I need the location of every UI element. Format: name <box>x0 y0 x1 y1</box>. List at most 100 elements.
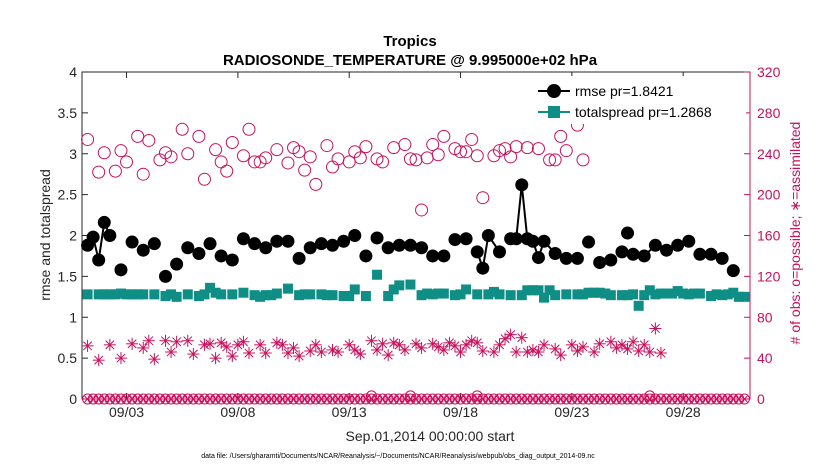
obs-possible-point <box>236 149 250 163</box>
totalspread-point <box>472 289 483 300</box>
obs-assimilated-point <box>437 343 450 356</box>
rmse-point <box>192 246 206 260</box>
obs-assimilated-point <box>181 334 194 347</box>
y-tick-label: 1.5 <box>58 268 78 284</box>
obs-assimilated-point <box>137 341 150 354</box>
chart-title: Tropics <box>383 33 436 50</box>
totalspread-point <box>294 290 305 301</box>
x-tick-label: 09/28 <box>666 404 701 420</box>
asterisk-stroke <box>384 395 392 403</box>
totalspread-point <box>527 285 538 296</box>
asterisk-stroke <box>439 345 449 355</box>
asterisk-stroke <box>189 395 197 403</box>
obs-possible-point <box>459 145 473 159</box>
asterisk-stroke <box>144 336 154 346</box>
obs-assimilated-point <box>510 345 523 358</box>
totalspread-point <box>578 289 588 300</box>
y-right-tick-label: 320 <box>757 64 781 80</box>
obs-assimilated-point <box>593 337 606 350</box>
asterisk-stroke <box>411 339 421 349</box>
asterisk-stroke <box>446 395 453 403</box>
asterisk-stroke <box>674 395 681 403</box>
rmse-point <box>348 229 362 242</box>
asterisk-stroke <box>535 395 542 403</box>
y-right-tick-label: 280 <box>757 105 781 121</box>
asterisk-stroke <box>329 395 336 403</box>
totalspread-point <box>422 288 433 299</box>
obs-possible-point <box>509 140 523 154</box>
obs-assimilated-point <box>487 345 500 358</box>
asterisk-stroke <box>127 339 137 349</box>
rmse-point <box>682 234 696 248</box>
obs-assimilated-point <box>142 334 155 347</box>
obs-possible-point <box>281 156 295 170</box>
obs-assimilated-point <box>538 338 551 351</box>
obs-possible-point <box>197 172 211 186</box>
asterisk-stroke <box>472 338 482 348</box>
asterisk-stroke <box>351 395 359 403</box>
x-tick-label: 09/08 <box>220 404 255 420</box>
rmse-point <box>415 241 429 255</box>
rmse-point <box>537 234 551 248</box>
asterisk-stroke <box>533 347 544 357</box>
obs-possible-point <box>398 138 412 152</box>
obs-possible-point <box>81 132 95 146</box>
asterisk-stroke <box>134 395 142 403</box>
legend-label-totalspread: totalspread pr=1.2868 <box>575 104 712 120</box>
chart-subtitle: RADIOSONDE_TEMPERATURE @ 9.995000e+02 hP… <box>223 52 598 69</box>
asterisk-stroke <box>478 346 488 356</box>
totalspread-point <box>383 290 394 301</box>
obs-possible-point <box>353 151 367 165</box>
obs-assimilated-point <box>554 349 567 362</box>
obs-assimilated-point <box>315 345 328 358</box>
asterisk-stroke <box>238 337 248 347</box>
obs-assimilated-point <box>382 349 395 362</box>
totalspread-point <box>344 290 355 301</box>
asterisk-stroke <box>468 395 476 403</box>
totalspread-point <box>561 289 572 300</box>
totalspread-point <box>249 290 260 301</box>
obs-assimilated-point <box>621 342 634 355</box>
asterisk-stroke <box>639 340 649 350</box>
asterisk-stroke <box>345 395 353 403</box>
obs-assimilated-point <box>398 343 411 356</box>
obs-possible-point <box>493 144 506 158</box>
asterisk-stroke <box>451 395 459 403</box>
totalspread-point <box>338 290 349 301</box>
totalspread-point <box>388 284 399 295</box>
rmse-connector-line <box>476 232 501 269</box>
totalspread-point <box>628 289 639 300</box>
rmse-point <box>359 249 373 263</box>
x-axis-label: Sep.01,2014 00:00:00 start <box>346 428 515 444</box>
axis-ticks: 00.511.522.533.5404080120160200240280320… <box>58 64 781 420</box>
rmse-point <box>370 231 384 245</box>
y-axis-label: rmse and totalspread <box>37 169 53 301</box>
rmse-point <box>337 234 351 248</box>
totalspread-point <box>461 284 472 295</box>
asterisk-stroke <box>652 395 659 403</box>
asterisk-stroke <box>685 395 693 403</box>
totalspread-point <box>149 289 160 300</box>
rmse-point <box>448 233 462 247</box>
obs-zero-asterisk <box>740 395 749 403</box>
asterisk-stroke <box>517 333 527 343</box>
y-tick-label: 0 <box>69 391 77 407</box>
obs-assimilated-point <box>243 347 255 360</box>
asterisk-stroke <box>340 395 347 403</box>
asterisk-stroke <box>663 395 670 403</box>
y-right-tick-label: 0 <box>757 391 765 407</box>
asterisk-stroke <box>506 330 516 340</box>
asterisk-stroke <box>635 395 643 403</box>
asterisk-stroke <box>551 395 559 403</box>
asterisk-stroke <box>389 338 399 348</box>
asterisk-stroke <box>500 334 510 344</box>
asterisk-stroke <box>212 395 219 403</box>
rmse-point <box>637 249 651 263</box>
obs-assimilated-point <box>259 347 272 360</box>
asterisk-stroke <box>656 348 666 358</box>
asterisk-stroke <box>624 395 631 403</box>
asterisk-stroke <box>613 395 620 403</box>
rmse-point <box>493 245 506 259</box>
asterisk-stroke <box>256 395 264 403</box>
obs-possible-point <box>376 155 390 169</box>
